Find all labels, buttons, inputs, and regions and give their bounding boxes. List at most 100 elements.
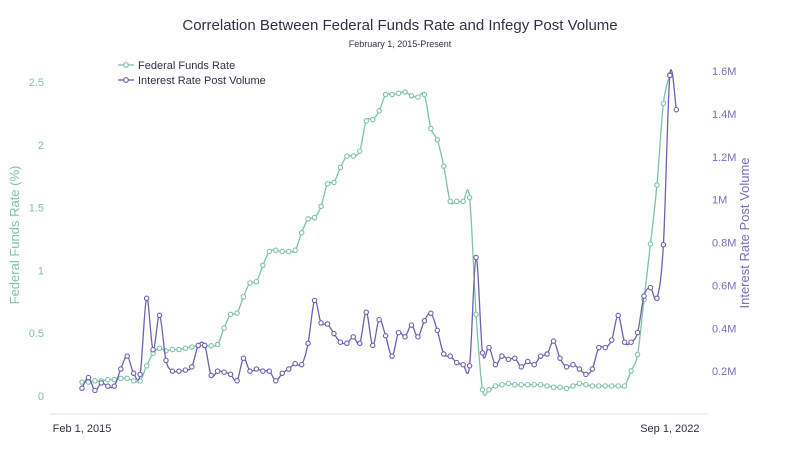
- data-point[interactable]: [363, 118, 369, 124]
- data-point[interactable]: [589, 366, 596, 372]
- data-point[interactable]: [350, 334, 357, 340]
- data-point[interactable]: [247, 368, 253, 374]
- legend[interactable]: Federal Funds Rate Interest Rate Post Vo…: [118, 60, 266, 87]
- data-point[interactable]: [389, 353, 395, 359]
- data-point[interactable]: [163, 357, 169, 364]
- data-point[interactable]: [176, 368, 182, 374]
- data-point[interactable]: [234, 378, 240, 384]
- data-point[interactable]: [660, 100, 667, 107]
- data-point[interactable]: [647, 241, 654, 247]
- data-point[interactable]: [273, 247, 279, 254]
- data-point[interactable]: [395, 329, 402, 336]
- data-point[interactable]: [350, 153, 357, 159]
- data-point[interactable]: [98, 380, 105, 386]
- data-point[interactable]: [537, 381, 544, 388]
- data-point[interactable]: [518, 364, 525, 370]
- data-point[interactable]: [318, 203, 324, 210]
- data-point[interactable]: [344, 153, 350, 159]
- data-point[interactable]: [596, 383, 602, 389]
- data-point[interactable]: [453, 359, 460, 366]
- data-point[interactable]: [221, 325, 227, 331]
- data-point[interactable]: [92, 378, 98, 384]
- data-point[interactable]: [408, 322, 415, 328]
- data-point[interactable]: [621, 339, 628, 345]
- data-point[interactable]: [260, 368, 266, 374]
- data-point[interactable]: [492, 383, 499, 389]
- data-point[interactable]: [453, 198, 460, 205]
- data-point[interactable]: [292, 247, 298, 254]
- data-point[interactable]: [602, 383, 609, 389]
- data-point[interactable]: [118, 366, 124, 372]
- data-point[interactable]: [570, 383, 576, 389]
- data-point[interactable]: [460, 198, 466, 205]
- data-point[interactable]: [602, 344, 609, 351]
- data-point[interactable]: [182, 345, 189, 352]
- data-point[interactable]: [634, 351, 641, 358]
- data-point[interactable]: [92, 387, 98, 394]
- data-point[interactable]: [583, 371, 589, 378]
- data-point[interactable]: [499, 353, 505, 359]
- data-point[interactable]: [253, 366, 260, 372]
- data-point[interactable]: [505, 380, 512, 387]
- data-point[interactable]: [673, 106, 680, 113]
- data-point[interactable]: [273, 378, 279, 384]
- data-point[interactable]: [570, 361, 576, 368]
- data-point[interactable]: [208, 343, 214, 349]
- data-point[interactable]: [505, 356, 512, 363]
- data-point[interactable]: [111, 376, 118, 383]
- data-point[interactable]: [544, 351, 550, 357]
- data-point[interactable]: [492, 361, 499, 368]
- data-point[interactable]: [408, 93, 415, 99]
- data-point[interactable]: [105, 376, 111, 383]
- data-point[interactable]: [466, 363, 473, 369]
- data-point[interactable]: [395, 90, 402, 97]
- data-point[interactable]: [337, 339, 344, 345]
- data-point[interactable]: [473, 311, 479, 318]
- data-point[interactable]: [382, 91, 389, 98]
- data-point[interactable]: [337, 164, 344, 171]
- data-point[interactable]: [654, 182, 660, 188]
- data-point[interactable]: [253, 278, 260, 285]
- data-point[interactable]: [447, 198, 453, 205]
- data-point[interactable]: [318, 320, 324, 326]
- data-point[interactable]: [221, 369, 227, 375]
- data-point[interactable]: [660, 241, 667, 248]
- data-point[interactable]: [357, 148, 363, 154]
- data-point[interactable]: [376, 108, 382, 114]
- data-point[interactable]: [628, 339, 634, 345]
- data-point[interactable]: [363, 309, 369, 315]
- data-point[interactable]: [105, 383, 111, 389]
- data-point[interactable]: [486, 386, 492, 393]
- data-point[interactable]: [285, 366, 292, 372]
- data-point[interactable]: [434, 137, 441, 143]
- data-point[interactable]: [279, 370, 286, 377]
- data-point[interactable]: [143, 295, 150, 302]
- data-point[interactable]: [563, 364, 570, 370]
- data-point[interactable]: [324, 321, 331, 327]
- data-point[interactable]: [182, 367, 189, 373]
- data-point[interactable]: [402, 334, 408, 340]
- data-point[interactable]: [311, 214, 318, 221]
- data-point[interactable]: [576, 366, 583, 372]
- data-point[interactable]: [357, 340, 363, 347]
- data-point[interactable]: [589, 383, 596, 389]
- data-point[interactable]: [550, 384, 557, 390]
- data-point[interactable]: [647, 284, 654, 291]
- data-point[interactable]: [583, 381, 589, 388]
- data-point[interactable]: [447, 353, 453, 359]
- data-point[interactable]: [169, 368, 176, 374]
- data-point[interactable]: [208, 372, 214, 379]
- data-point[interactable]: [247, 280, 253, 286]
- data-point[interactable]: [137, 371, 143, 378]
- data-point[interactable]: [544, 383, 550, 389]
- data-point[interactable]: [428, 125, 434, 132]
- data-point[interactable]: [143, 363, 150, 369]
- data-point[interactable]: [512, 381, 518, 388]
- data-point[interactable]: [130, 370, 137, 377]
- data-point[interactable]: [466, 194, 473, 201]
- data-point[interactable]: [214, 368, 221, 374]
- data-point[interactable]: [156, 312, 163, 319]
- data-point[interactable]: [415, 94, 421, 100]
- data-point[interactable]: [512, 355, 518, 362]
- legend-item-federal-funds-rate[interactable]: Federal Funds Rate: [118, 60, 235, 72]
